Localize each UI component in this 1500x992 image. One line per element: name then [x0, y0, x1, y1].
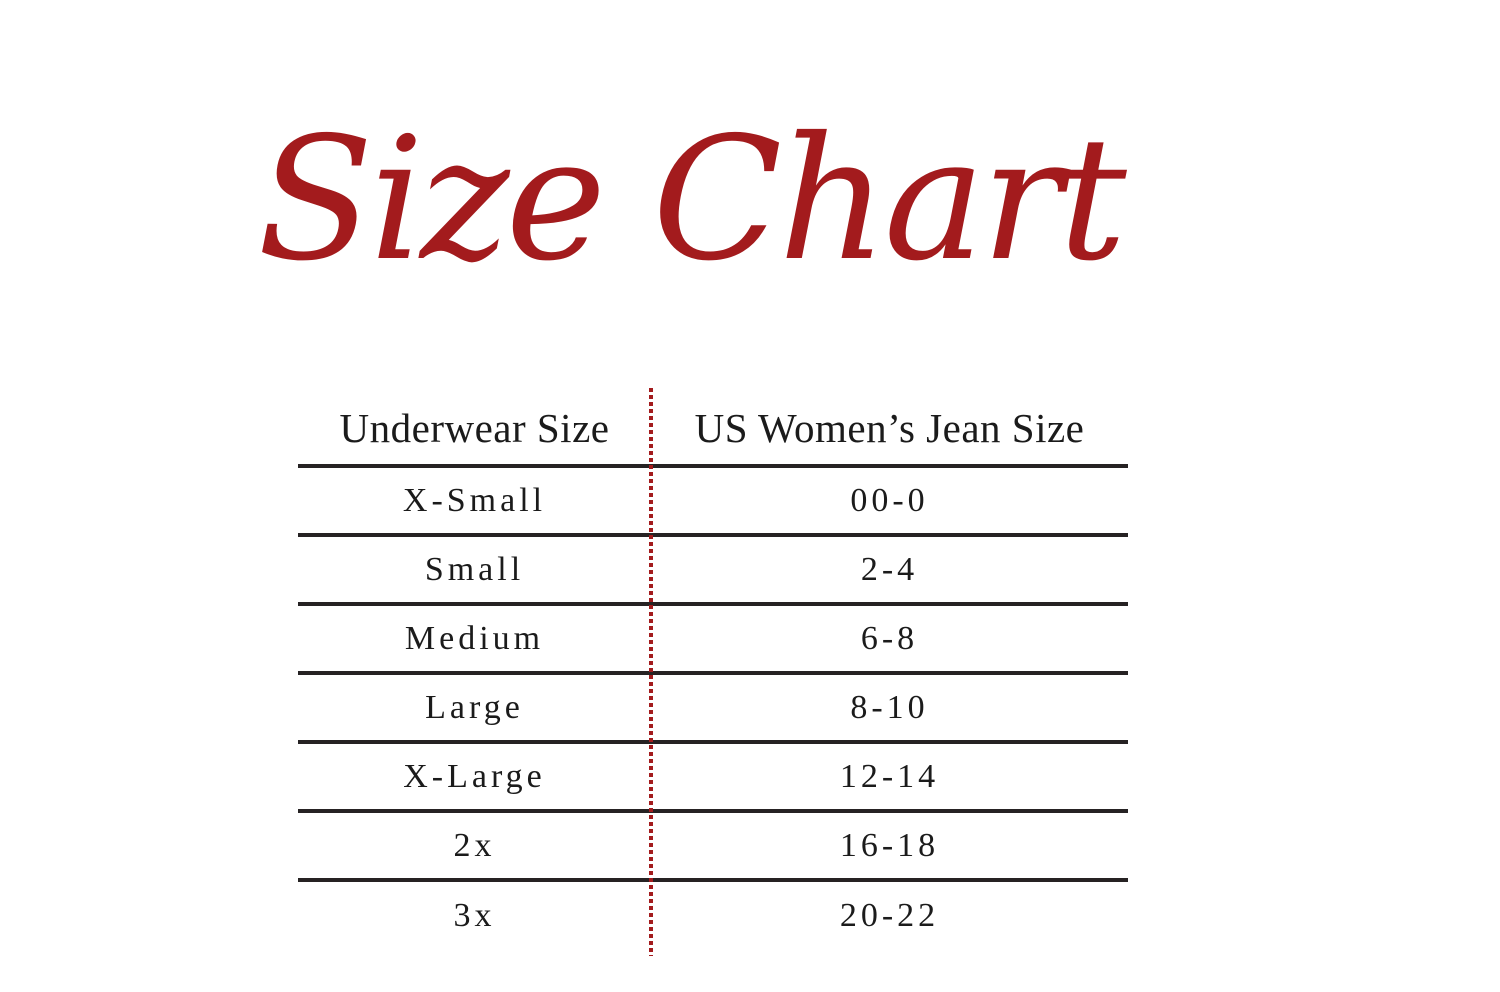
size-table: Underwear Size US Women’s Jean Size X-Sm… [298, 388, 1128, 956]
page-title: Size Chart [257, 101, 1127, 299]
table-row: Medium 6-8 [298, 606, 1128, 675]
table-row: Large 8-10 [298, 675, 1128, 744]
table-row: X-Large 12-14 [298, 744, 1128, 813]
underwear-size-value: 2x [453, 826, 496, 864]
table-header-row: Underwear Size US Women’s Jean Size [298, 391, 1128, 468]
column-header-underwear-size: Underwear Size [339, 404, 610, 451]
table-row: 2x 16-18 [298, 813, 1128, 882]
column-header-jean-size: US Women’s Jean Size [694, 404, 1085, 451]
underwear-size-value: X-Large [403, 757, 546, 795]
jean-size-value: 00-0 [850, 481, 929, 519]
underwear-size-value: X-Small [402, 481, 547, 519]
jean-size-value: 16-18 [839, 826, 940, 864]
table-row: X-Small 00-0 [298, 468, 1128, 537]
underwear-size-value: Medium [404, 619, 545, 657]
underwear-size-value: Large [425, 688, 524, 726]
jean-size-value: 12-14 [839, 757, 940, 795]
table-row: Small 2-4 [298, 537, 1128, 606]
table-row: 3x 20-22 [298, 882, 1128, 950]
jean-size-value: 8-10 [850, 688, 929, 726]
underwear-size-value: 3x [453, 897, 496, 934]
jean-size-value: 2-4 [860, 550, 919, 588]
underwear-size-value: Small [424, 550, 525, 588]
jean-size-value: 20-22 [839, 897, 940, 934]
jean-size-value: 6-8 [860, 619, 919, 657]
